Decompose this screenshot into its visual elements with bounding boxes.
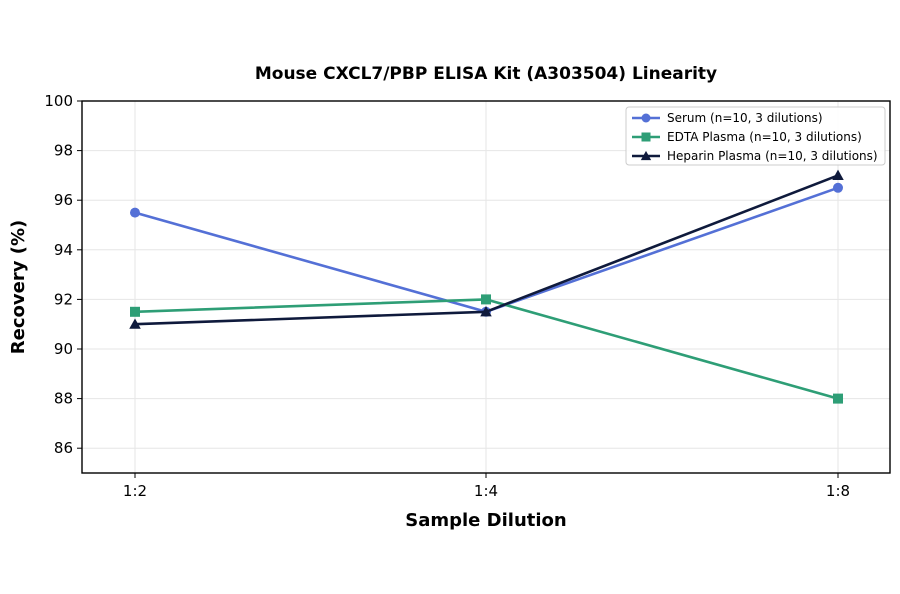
x-tick-label: 1:4 [474,482,498,500]
data-point [130,207,140,218]
legend-item: Heparin Plasma (n=10, 3 dilutions) [632,149,878,163]
x-tick-label: 1:2 [123,482,147,500]
legend-box [625,106,886,166]
legend: Serum (n=10, 3 dilutions) EDTA Plasma (n=… [625,106,886,166]
legend-label: Serum (n=10, 3 dilutions) [667,111,823,125]
data-point [129,318,141,329]
y-tick-label: 98 [54,142,73,160]
data-point [480,306,492,317]
legend-swatch-marker [641,132,651,142]
legend-item: Serum (n=10, 3 dilutions) [632,111,823,125]
chart-title: Mouse CXCL7/PBP ELISA Kit (A303504) Line… [255,64,717,84]
legend-item: EDTA Plasma (n=10, 3 dilutions) [632,130,862,144]
x-axis-label: Sample Dilution [405,510,566,531]
y-tick-label: 96 [54,191,73,209]
data-point [130,306,140,317]
legend-label: Heparin Plasma (n=10, 3 dilutions) [667,149,878,163]
y-axis-label: Recovery (%) [8,220,29,354]
data-point [833,182,843,193]
y-tick-label: 88 [54,390,73,408]
data-point [481,294,491,305]
series-2 [130,294,843,404]
x-tick-label: 1:8 [826,482,850,500]
data-point [833,393,843,404]
series-layer [129,169,844,404]
tick-layer: 86 88 90 92 94 96 98 100 1:2 1:4 1:8 [44,92,850,500]
legend-swatch-marker [641,113,651,123]
y-tick-label: 92 [54,290,73,308]
legend-swatch-marker [640,150,652,161]
data-point [832,169,844,180]
series-3 [129,169,844,329]
y-tick-label: 94 [54,241,73,259]
y-tick-label: 90 [54,340,73,358]
legend-label: EDTA Plasma (n=10, 3 dilutions) [667,130,862,144]
y-tick-label: 86 [54,439,73,457]
y-tick-label: 100 [44,92,73,110]
